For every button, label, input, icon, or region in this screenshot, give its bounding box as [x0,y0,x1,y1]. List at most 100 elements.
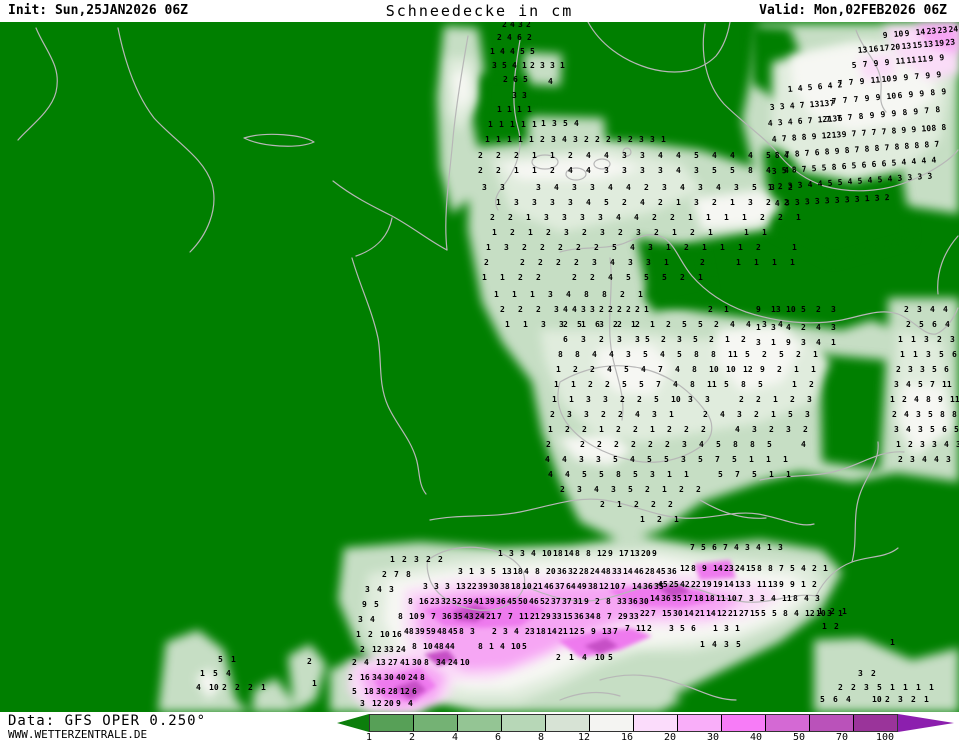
snow-depth-value: 4 [510,20,515,29]
snow-depth-value: 23 [945,38,956,48]
snow-depth-value: 24 [475,612,485,621]
map-title: Schneedecke in cm [385,2,574,20]
snow-depth-value: 1 [749,455,754,464]
snow-depth-value: 10 [380,630,390,639]
snow-depth-value: 2 [536,305,541,314]
snow-depth-value: 23 [926,26,937,36]
snow-depth-value: 9 [880,110,886,119]
snow-depth-value: 7 [881,127,887,136]
snow-depth-value: 9 [908,90,914,99]
snow-depth-value: 7 [779,564,784,573]
snow-depth-value: 18 [536,627,546,636]
snow-depth-value: 3 [568,198,573,207]
snow-depth-value: 8 [602,290,607,299]
snow-depth-value: 1 [813,350,818,359]
snow-depth-value: 40 [396,673,406,682]
snow-depth-value: 2 [502,20,507,29]
snow-depth-value: 2 [582,228,587,237]
snow-depth-value: 2 [830,607,835,616]
snow-depth-value: 36 [574,612,584,621]
snow-depth-value: 2 [712,198,717,207]
snow-depth-value: 5 [851,161,857,170]
snow-depth-value: 8 [935,105,941,114]
snow-depth-value: 39 [478,582,488,591]
snow-depth-value: 5 [626,273,631,282]
snow-depth-value: 7 [861,128,867,137]
snow-depth-value: 10 [671,395,681,404]
snow-depth-value: 7 [836,114,842,123]
snow-depth-value: 21 [695,609,705,618]
snow-depth-value: 9 [901,126,907,135]
snow-depth-value: 3 [604,166,609,175]
snow-depth-value: 3 [724,624,729,633]
snow-depth-value: 12 [400,687,410,696]
snow-depth-value: 10 [881,74,892,84]
snow-depth-value: 4 [545,455,550,464]
snow-depth-value: 2 [352,658,357,667]
snow-depth-value: 5 [647,455,652,464]
snow-depth-value: 2 [527,33,532,42]
snow-depth-value: 2 [594,243,599,252]
snow-depth-value: 10 [511,642,521,651]
snow-depth-value: 5 [752,470,757,479]
snow-depth-value: 4 [635,410,640,419]
snow-depth-value: 3 [705,395,710,404]
snow-depth-value: 4 [771,594,776,603]
snow-depth-value: 1 [571,380,576,389]
snow-depth-value: 39 [485,597,495,606]
snow-depth-value: 1 [550,151,555,160]
snow-depth-value: 1 [522,61,527,70]
snow-depth-value: 8 [584,290,589,299]
snow-depth-value: 2 [701,425,706,434]
snow-depth-value: 15 [746,564,756,573]
snow-depth-value: 2 [608,305,613,314]
snow-depth-value: 2 [572,273,577,282]
snow-depth-value: 1 [783,455,788,464]
snow-depth-value: 11 [782,594,792,603]
snow-depth-value: 9 [841,130,847,139]
snow-depth-value: 1 [771,338,776,347]
snow-depth-value: 11 [942,380,952,389]
snow-depth-value: 1 [766,455,771,464]
snow-depth-value: 5 [213,669,218,678]
snow-depth-value: 1 [486,243,491,252]
snow-depth-value: 2 [360,645,365,654]
snow-depth-value: 2 [637,395,642,404]
snow-depth-value: 8 [904,142,910,151]
snow-depth-value: 5 [645,335,650,344]
snow-depth-value: 4 [616,213,621,222]
snow-depth-value: 4 [680,183,685,192]
snow-depth-value: 4 [817,179,823,188]
snow-depth-value: 8 [844,146,850,155]
snow-depth-value: 11 [716,594,726,603]
snow-depth-value: 3 [694,166,699,175]
snow-depth-value: 2 [754,410,759,419]
snow-depth-value: 5 [918,380,923,389]
snow-depth-value: 10 [893,29,904,39]
snow-depth-value: 3 [807,395,812,404]
colorbar-tick-label: 30 [706,732,720,741]
snow-depth-value: 4 [408,699,413,708]
snow-depth-value: 3 [552,119,557,128]
snow-depth-value: 4 [816,338,821,347]
snow-depth-value: 3 [650,470,655,479]
snow-depth-value: 2 [896,365,901,374]
snow-depth-value: 2 [904,305,909,314]
snow-depth-value: 27 [388,658,398,667]
snow-depth-value: 1 [662,485,667,494]
snow-depth-value: 4 [565,470,570,479]
snow-depth-value: 1 [532,166,537,175]
snow-depth-value: 14 [706,609,716,618]
snow-depth-value: 14 [724,580,734,589]
snow-depth-value: 3 [805,197,810,206]
snow-depth-value: 3 [898,695,903,704]
snow-depth-value: 15 [662,609,672,618]
snow-depth-value: 4 [582,653,587,662]
snow-depth-value: 4 [630,455,635,464]
snow-depth-value: 5 [352,687,357,696]
snow-depth-value: 15 [912,40,923,50]
snow-depth-value: 6 [833,695,838,704]
colorbar-segment [633,715,677,731]
snow-depth-value: 3 [772,167,778,176]
snow-depth-value: 36 [376,687,386,696]
